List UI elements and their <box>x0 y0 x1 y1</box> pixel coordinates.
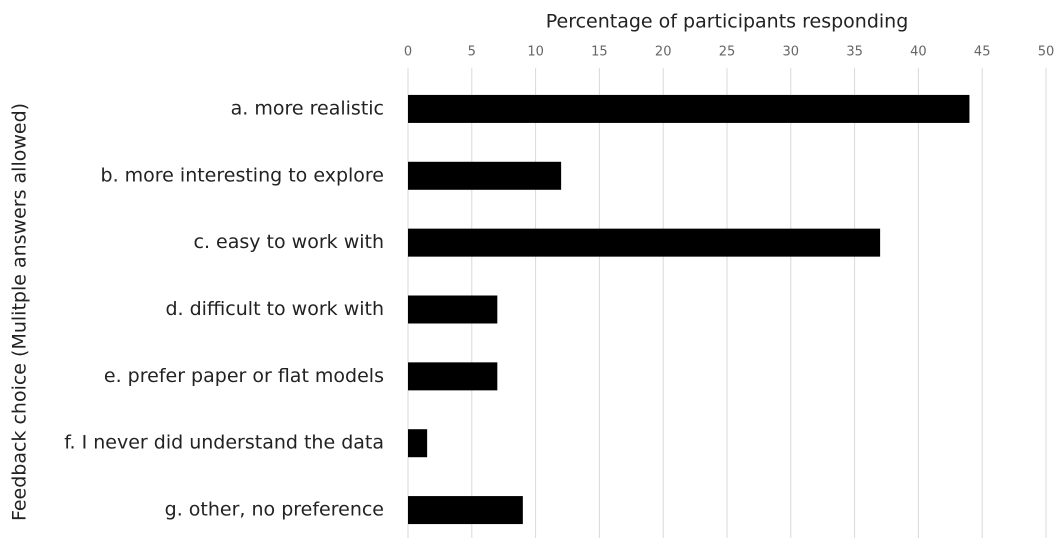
x-tick-label: 25 <box>719 45 736 60</box>
x-tick-label: 30 <box>783 45 800 60</box>
y-tick-label: e. prefer paper or flat models <box>104 365 384 387</box>
y-tick-label: c. easy to work with <box>194 231 384 253</box>
bar <box>408 228 881 257</box>
x-tick-label: 5 <box>468 45 476 60</box>
bar <box>408 429 428 458</box>
y-tick-label: g. other, no preference <box>165 499 384 521</box>
x-tick-label: 20 <box>655 45 672 60</box>
y-tick-label: d. difficult to work with <box>165 298 384 320</box>
x-tick-label: 35 <box>846 45 863 60</box>
bar <box>408 161 562 190</box>
x-tick-label: 50 <box>1038 45 1055 60</box>
x-tick-label: 10 <box>527 45 544 60</box>
bar <box>408 295 498 324</box>
y-axis-title: Feedback choice (Mulitple answers allowe… <box>9 103 31 521</box>
x-tick-label: 40 <box>910 45 927 60</box>
y-tick-label: f. I never did understand the data <box>64 432 384 454</box>
bar <box>408 94 970 123</box>
x-tick-label: 0 <box>404 45 412 60</box>
y-tick-label: b. more interesting to explore <box>101 164 384 186</box>
x-tick-label: 15 <box>591 45 608 60</box>
x-tick-label: 45 <box>974 45 991 60</box>
bar <box>408 496 523 525</box>
x-axis-title: Percentage of participants responding <box>546 11 909 33</box>
y-tick-label: a. more realistic <box>231 97 384 119</box>
bar <box>408 362 498 391</box>
